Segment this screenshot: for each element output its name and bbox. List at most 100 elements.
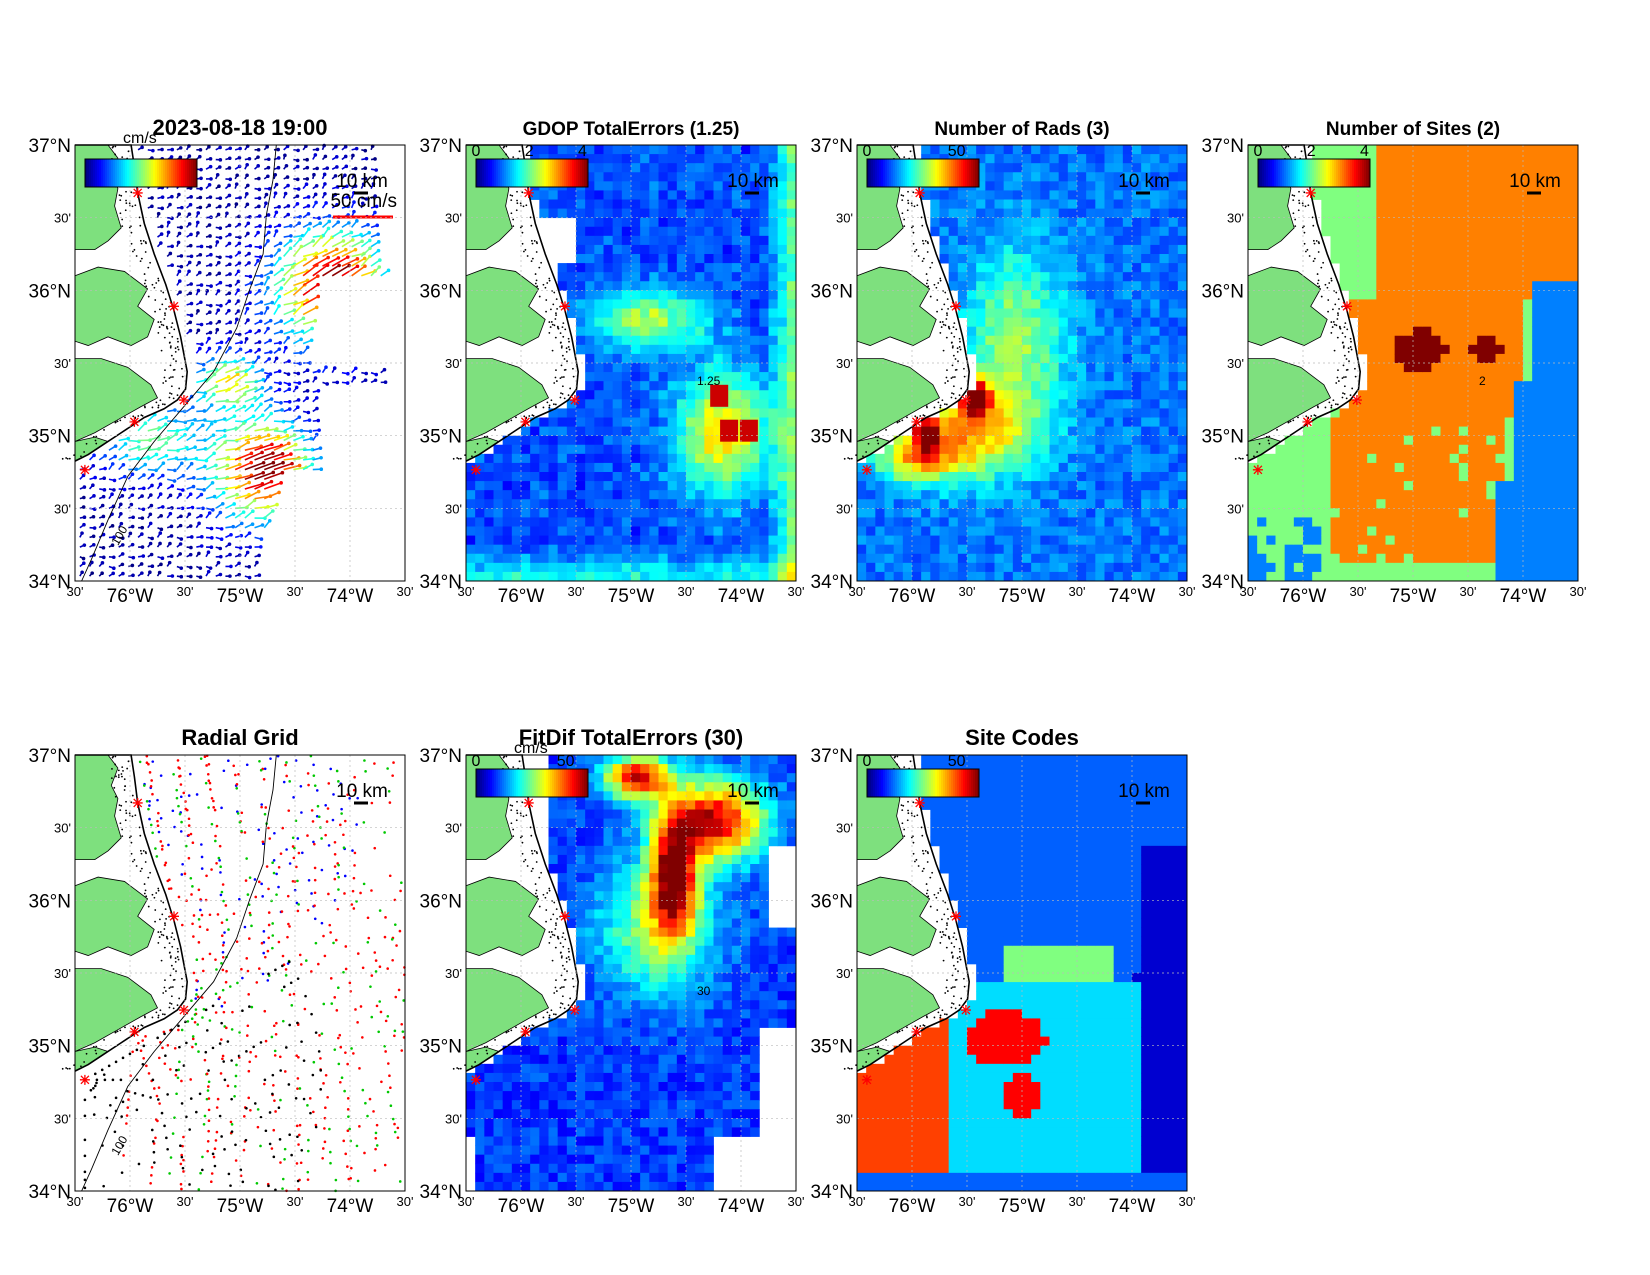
- lat-tick-label: 35°N: [420, 1037, 462, 1058]
- colorbar-tick: 4: [1360, 143, 1369, 160]
- vector-arrow: [264, 428, 277, 432]
- vector-arrow: [225, 367, 238, 374]
- lat-tick-label: 34°N: [29, 1182, 71, 1203]
- lat-tick-label: 30': [54, 821, 71, 836]
- lon-tick-label: 30': [568, 584, 585, 599]
- site-marker: [129, 416, 140, 427]
- lon-tick-label: 30': [458, 584, 475, 599]
- scale-bar: 10 km: [727, 781, 779, 805]
- colorbar-tick: 4: [578, 143, 587, 160]
- vector-arrow: [215, 376, 230, 384]
- lat-tick-label: 37°N: [1202, 136, 1244, 157]
- lat-tick-label: 30': [445, 211, 462, 226]
- lat-tick-label: 34°N: [420, 572, 462, 593]
- lon-tick-label: 30': [788, 584, 805, 599]
- vector-arrow: [254, 480, 272, 490]
- contour-label: 2: [1479, 374, 1486, 388]
- vector-arrow: [224, 373, 239, 384]
- lat-tick-label: 37°N: [811, 136, 853, 157]
- colorbar-tick: 2: [525, 143, 534, 160]
- scale-bar-label: 10 km: [336, 171, 388, 192]
- lon-tick-label: 74°W: [718, 1196, 765, 1217]
- vector-arrow: [263, 491, 280, 500]
- vector-arrow: [244, 396, 256, 403]
- lon-tick-label: 30': [1350, 584, 1367, 599]
- lon-tick-label: 30': [287, 584, 304, 599]
- lat-tick-label: 30': [54, 211, 71, 226]
- site-marker: [960, 1005, 971, 1016]
- lat-tick-label: 30': [836, 1111, 853, 1126]
- lat-tick-label: 30': [54, 501, 71, 516]
- scale-bar-label: 10 km: [727, 171, 779, 192]
- lat-tick-label: 30': [54, 1111, 71, 1126]
- lon-tick-label: 30': [1179, 584, 1196, 599]
- lon-tick-label: 75°W: [608, 1196, 655, 1217]
- vector-arrow: [225, 485, 240, 490]
- panel-title: Radial Grid: [181, 725, 298, 750]
- lat-tick-label: 36°N: [29, 281, 71, 302]
- site-marker: [914, 797, 925, 808]
- vector-arrow: [234, 373, 247, 384]
- panel-title: 2023-08-18 19:00: [153, 115, 328, 140]
- vector-arrow: [244, 435, 260, 442]
- lat-tick-label: 30': [54, 356, 71, 371]
- lat-tick-label: 35°N: [29, 1037, 71, 1058]
- vector-arrow: [166, 433, 177, 442]
- vector-arrow: [147, 427, 160, 432]
- scale-bar: 10 km: [1118, 171, 1170, 195]
- vector-arrow: [254, 443, 273, 451]
- vector-arrow: [147, 448, 160, 451]
- vector-arrow: [215, 476, 228, 481]
- lon-tick-label: 30': [1069, 584, 1086, 599]
- contour-label: 30: [697, 984, 711, 998]
- site-marker: [914, 187, 925, 198]
- vector-arrow: [244, 387, 257, 393]
- vector-arrow: [244, 380, 257, 384]
- site-marker: [960, 395, 971, 406]
- site-marker: [1302, 416, 1313, 427]
- lat-tick-label: 37°N: [811, 746, 853, 767]
- vector-arrow: [215, 364, 226, 374]
- lat-tick-label: 34°N: [420, 1182, 462, 1203]
- lon-tick-label: 30': [177, 1194, 194, 1209]
- site-marker: [1342, 301, 1352, 312]
- lon-tick-label: 30': [568, 1194, 585, 1209]
- vector-arrow: [157, 436, 169, 442]
- lat-tick-label: 37°N: [420, 746, 462, 767]
- lon-tick-label: 30': [67, 1194, 84, 1209]
- site-marker: [178, 395, 189, 406]
- lon-tick-label: 75°W: [608, 586, 655, 607]
- vector-arrow: [225, 493, 238, 500]
- vector-arrow: [225, 427, 237, 432]
- lat-tick-label: 30': [836, 821, 853, 836]
- site-marker: [951, 911, 961, 922]
- lon-tick-label: 30': [1179, 1194, 1196, 1209]
- site-marker: [79, 464, 90, 475]
- lat-tick-label: 37°N: [29, 746, 71, 767]
- site-marker: [523, 797, 534, 808]
- lon-tick-label: 74°W: [718, 586, 765, 607]
- lat-tick-label: 34°N: [811, 572, 853, 593]
- scale-bar: 10 km: [336, 781, 388, 805]
- panel-title: GDOP TotalErrors (1.25): [523, 119, 740, 140]
- site-marker: [132, 797, 143, 808]
- scale-bar-label: 10 km: [727, 781, 779, 802]
- vector-arrow: [234, 461, 252, 471]
- vector-arrow: [263, 461, 284, 471]
- lat-tick-label: 30': [445, 821, 462, 836]
- colorbar-tick: 50: [948, 143, 966, 160]
- panel-codes: 37°N30'36°N30'35°N30'34°N30' 76°W 30' 75°W 3…: [811, 725, 1196, 1217]
- lon-tick-label: 75°W: [1390, 586, 1437, 607]
- colorbar-tick: 0: [472, 143, 481, 160]
- lon-tick-label: 30': [959, 584, 976, 599]
- lon-tick-label: 30': [959, 1194, 976, 1209]
- vector-arrow: [225, 463, 240, 471]
- vector-arrow: [215, 399, 228, 403]
- vector-arrow: [234, 369, 247, 374]
- site-marker: [520, 1026, 531, 1037]
- site-marker: [951, 301, 961, 312]
